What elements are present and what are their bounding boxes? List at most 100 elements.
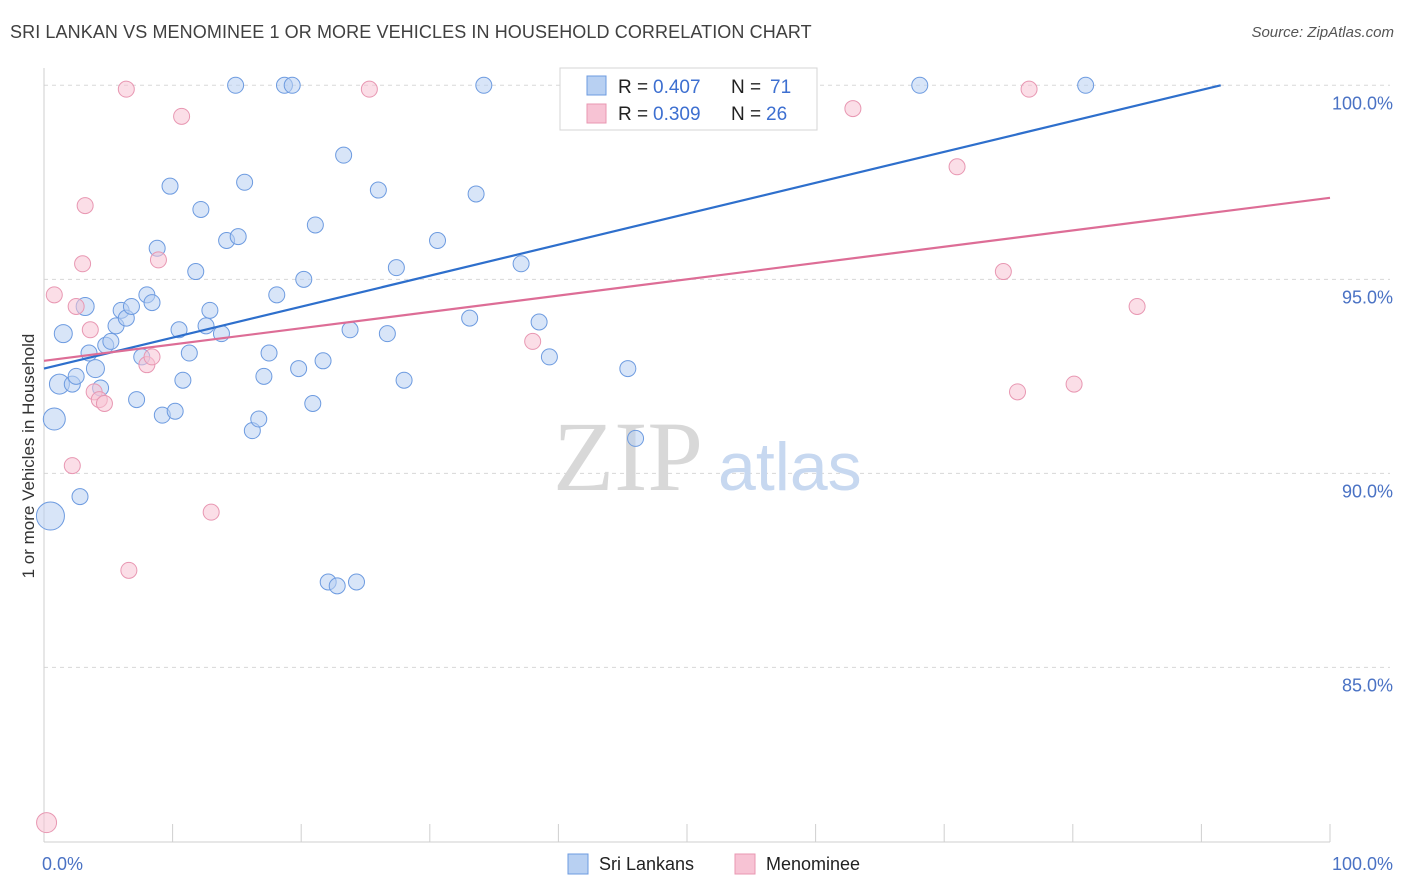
point-sri-lankans-51 xyxy=(335,146,353,164)
stats-legend: R = 0.407 N = 71 R = 0.309 N = 26 xyxy=(559,67,818,131)
point-sri-lankans-6 xyxy=(71,488,89,506)
point-sri-lankans-60 xyxy=(467,185,485,203)
point-sri-lankans-52 xyxy=(341,321,359,339)
point-sri-lankans-56 xyxy=(387,259,405,277)
point-sri-lankans-26 xyxy=(174,371,192,389)
legend-r-value-2: 0.309 xyxy=(653,104,701,125)
point-menominee-14 xyxy=(117,80,135,98)
point-menominee-12 xyxy=(143,348,161,366)
series-legend-label-sri-lankans: Sri Lankans xyxy=(599,854,694,874)
point-menominee-15 xyxy=(173,107,191,125)
point-sri-lankans-46 xyxy=(304,394,322,412)
point-sri-lankans-58 xyxy=(429,232,447,250)
point-sri-lankans-66 xyxy=(619,360,637,378)
point-menominee-9 xyxy=(95,394,113,412)
point-sri-lankans-9 xyxy=(85,359,105,379)
point-sri-lankans-36 xyxy=(236,173,254,191)
point-sri-lankans-31 xyxy=(201,301,219,319)
series-legend-label-menominee: Menominee xyxy=(766,854,860,874)
point-sri-lankans-3 xyxy=(53,324,73,344)
point-menominee-16 xyxy=(202,503,220,521)
point-menominee-23 xyxy=(1020,80,1038,98)
axes xyxy=(43,68,1331,843)
point-menominee-2 xyxy=(63,457,81,475)
point-menominee-13 xyxy=(149,251,167,269)
point-sri-lankans-69 xyxy=(1077,76,1095,94)
point-sri-lankans-41 xyxy=(268,286,286,304)
point-menominee-4 xyxy=(76,197,94,215)
point-sri-lankans-54 xyxy=(369,181,387,199)
legend-n-value-2: 26 xyxy=(766,104,787,125)
point-sri-lankans-27 xyxy=(180,344,198,362)
point-sri-lankans-53 xyxy=(347,573,365,591)
point-sri-lankans-23 xyxy=(161,177,179,195)
legend-swatch-sri-lankans xyxy=(586,75,607,96)
point-sri-lankans-64 xyxy=(540,348,558,366)
point-sri-lankans-62 xyxy=(512,255,530,273)
point-sri-lankans-67 xyxy=(627,429,645,447)
legend-n-label-2: N = xyxy=(731,104,761,125)
point-sri-lankans-43 xyxy=(283,76,301,94)
trend-line-menominee xyxy=(43,196,1331,362)
point-menominee-20 xyxy=(948,158,966,176)
point-sri-lankans-38 xyxy=(250,410,268,428)
point-sri-lankans-17 xyxy=(128,391,146,409)
point-sri-lankans-35 xyxy=(227,76,245,94)
legend-r-label-1: R = xyxy=(618,77,648,98)
point-sri-lankans-55 xyxy=(378,325,396,343)
legend-r-label-2: R = xyxy=(618,104,648,125)
legend-r-value-1: 0.407 xyxy=(653,77,701,98)
point-menominee-0 xyxy=(36,812,58,834)
y-axis-label: 1 or more Vehicles in Household xyxy=(19,334,38,579)
point-sri-lankans-44 xyxy=(290,360,308,378)
series-legend-swatch-menominee xyxy=(734,853,756,875)
point-sri-lankans-61 xyxy=(475,76,493,94)
point-menominee-19 xyxy=(844,100,862,118)
trend-lines xyxy=(43,84,1331,370)
point-sri-lankans-1 xyxy=(42,407,66,431)
point-menominee-24 xyxy=(1065,375,1083,393)
point-sri-lankans-25 xyxy=(170,321,188,339)
y-tick-labels: 100.0% 95.0% 90.0% 85.0% xyxy=(1332,93,1393,695)
point-sri-lankans-45 xyxy=(295,270,313,288)
legend-n-label-1: N = xyxy=(731,77,761,98)
point-sri-lankans-20 xyxy=(143,294,161,312)
grid-lines xyxy=(44,84,1390,668)
point-menominee-22 xyxy=(1009,383,1027,401)
point-menominee-21 xyxy=(994,263,1012,281)
point-menominee-6 xyxy=(81,321,99,339)
data-points xyxy=(35,76,1146,834)
point-sri-lankans-57 xyxy=(395,371,413,389)
point-sri-lankans-0 xyxy=(35,501,65,531)
legend-swatch-menominee xyxy=(586,103,607,124)
point-sri-lankans-40 xyxy=(260,344,278,362)
point-sri-lankans-5 xyxy=(67,367,85,385)
point-sri-lankans-68 xyxy=(911,76,929,94)
point-sri-lankans-29 xyxy=(192,200,210,218)
point-sri-lankans-63 xyxy=(530,313,548,331)
point-menominee-25 xyxy=(1128,297,1146,315)
point-menominee-1 xyxy=(45,286,63,304)
point-sri-lankans-12 xyxy=(102,332,120,350)
point-menominee-10 xyxy=(120,561,138,579)
point-menominee-18 xyxy=(524,332,542,350)
point-menominee-5 xyxy=(74,255,92,273)
point-sri-lankans-59 xyxy=(461,309,479,327)
series-legend-swatch-sri-lankans xyxy=(567,853,589,875)
series-legend: Sri Lankans Menominee xyxy=(567,853,860,875)
point-sri-lankans-16 xyxy=(122,297,140,315)
legend-n-value-1: 71 xyxy=(770,77,791,98)
chart-source: Source: ZipAtlas.com xyxy=(1251,24,1394,41)
point-sri-lankans-48 xyxy=(314,352,332,370)
x-tick-labels: 0.0% 100.0% xyxy=(42,854,1393,874)
point-sri-lankans-47 xyxy=(306,216,324,234)
trend-line-sri-lankans xyxy=(43,84,1221,370)
y-tick-label-0: 100.0% xyxy=(1332,93,1393,113)
y-tick-label-3: 85.0% xyxy=(1342,675,1393,695)
y-tick-label-2: 90.0% xyxy=(1342,481,1393,501)
y-tick-label-1: 95.0% xyxy=(1342,287,1393,307)
point-sri-lankans-24 xyxy=(166,402,184,420)
point-sri-lankans-28 xyxy=(187,263,205,281)
watermark-atlas: atlas xyxy=(718,429,862,505)
